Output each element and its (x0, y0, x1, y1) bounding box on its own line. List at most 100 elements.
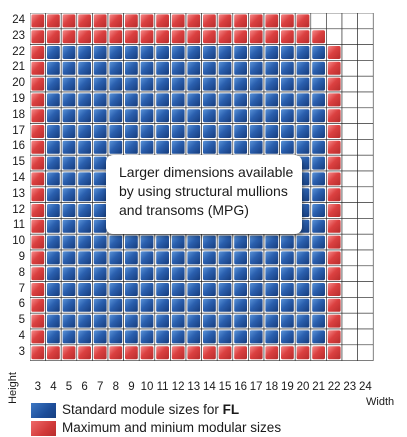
standard-module-cell (78, 61, 91, 75)
x-tick-label: 21 (312, 381, 325, 393)
standard-module-cell (171, 93, 185, 107)
standard-module-cell (47, 156, 60, 170)
standard-module-cell (312, 219, 325, 233)
max-min-module-cell (140, 14, 154, 28)
standard-module-cell (62, 314, 76, 328)
max-min-module-cell (281, 346, 294, 360)
max-min-module-cell (78, 14, 91, 28)
standard-module-cell (93, 77, 107, 91)
legend-standard-text: Standard module sizes for FL (62, 402, 240, 417)
standard-module-cell (281, 283, 294, 296)
standard-module-cell (93, 61, 107, 75)
max-min-module-cell (31, 283, 45, 296)
y-tick-label: 8 (18, 266, 25, 279)
standard-module-cell (312, 188, 325, 202)
y-tick-label: 23 (12, 29, 25, 42)
max-min-module-cell (327, 156, 341, 170)
standard-module-cell (312, 283, 325, 296)
standard-module-cell (312, 61, 325, 75)
max-min-module-cell (296, 30, 310, 44)
max-min-module-cell (327, 251, 341, 265)
standard-module-cell (265, 298, 279, 312)
max-min-module-cell (203, 14, 216, 28)
standard-module-cell (312, 172, 325, 186)
standard-module-cell (265, 77, 279, 91)
standard-module-cell (140, 61, 154, 75)
standard-module-cell (109, 61, 123, 75)
standard-module-cell (47, 188, 60, 202)
max-min-module-cell (312, 30, 325, 44)
standard-module-cell (47, 251, 60, 265)
standard-module-cell (249, 298, 263, 312)
standard-module-cell (47, 314, 60, 328)
standard-module-cell (187, 267, 201, 281)
standard-module-cell (296, 93, 310, 107)
standard-module-cell (249, 61, 263, 75)
standard-module-cell (156, 330, 169, 344)
max-min-module-cell (31, 46, 45, 59)
standard-module-cell (203, 77, 216, 91)
standard-module-cell (281, 77, 294, 91)
grid-cell-outline (341, 281, 358, 298)
standard-module-cell (125, 61, 138, 75)
x-tick-label: 17 (249, 381, 263, 393)
standard-module-cell (62, 109, 76, 123)
standard-module-cell (281, 140, 294, 154)
grid-cell-outline (341, 13, 358, 30)
y-tick-label: 11 (13, 219, 25, 232)
max-min-module-cell (156, 30, 169, 44)
standard-module-cell (187, 46, 201, 59)
standard-module-cell (47, 172, 60, 186)
standard-module-cell (281, 267, 294, 281)
max-min-module-cell (93, 346, 107, 360)
standard-module-cell (93, 251, 107, 265)
standard-module-cell (187, 61, 201, 75)
standard-module-cell (218, 109, 232, 123)
y-axis-label: Height (7, 372, 19, 404)
standard-module-cell (281, 46, 294, 59)
grid-cell-outline (357, 186, 374, 203)
standard-module-cell (62, 219, 76, 233)
grid-cell-outline (357, 123, 374, 140)
standard-module-cell (78, 219, 91, 233)
grid-cell-outline (357, 265, 374, 282)
max-min-module-cell (93, 30, 107, 44)
standard-module-cell (203, 140, 216, 154)
standard-module-cell (218, 251, 232, 265)
standard-module-cell (187, 235, 201, 249)
max-min-module-cell (327, 46, 341, 59)
standard-module-cell (93, 93, 107, 107)
standard-module-cell (47, 219, 60, 233)
standard-module-cell (312, 77, 325, 91)
max-min-module-cell (218, 14, 232, 28)
standard-module-cell (62, 298, 76, 312)
standard-module-cell (47, 298, 60, 312)
standard-module-cell (249, 330, 263, 344)
grid-cell-outline (341, 218, 358, 235)
x-tick-label: 12 (171, 381, 185, 393)
standard-module-cell (296, 314, 310, 328)
standard-module-cell (296, 330, 310, 344)
standard-module-cell (187, 109, 201, 123)
standard-module-cell (218, 298, 232, 312)
max-min-module-cell (327, 77, 341, 91)
x-tick-label: 20 (296, 381, 310, 393)
standard-module-cell (265, 235, 279, 249)
max-min-module-cell (218, 30, 232, 44)
max-min-module-cell (31, 267, 45, 281)
standard-module-cell (156, 267, 169, 281)
standard-module-cell (93, 283, 107, 296)
standard-module-cell (296, 77, 310, 91)
standard-module-cell (312, 204, 325, 217)
standard-module-cell (109, 283, 123, 296)
grid-cell-outline (341, 249, 358, 267)
standard-module-cell (140, 235, 154, 249)
standard-module-cell (296, 46, 310, 59)
max-min-module-cell (31, 204, 45, 217)
standard-module-cell (265, 330, 279, 344)
standard-module-cell (140, 140, 154, 154)
grid-cell-outline (341, 44, 358, 61)
standard-module-cell (140, 298, 154, 312)
callout-text: Larger dimensions available by using str… (119, 164, 294, 218)
max-min-module-cell (327, 140, 341, 154)
